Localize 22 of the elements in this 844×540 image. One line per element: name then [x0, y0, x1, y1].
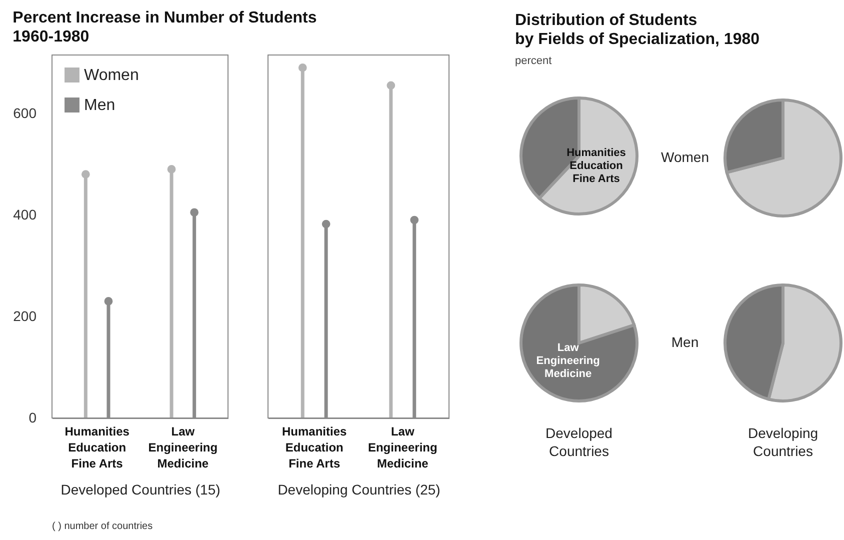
y-tick-label: 400 [13, 206, 37, 222]
y-tick-label: 200 [13, 308, 37, 324]
x-axis-title: Developed Countries (15) [60, 482, 220, 498]
chart-title: Percent Increase in Number of Students 1960-1980 [12, 10, 317, 46]
x-axis-title: Developing Countries (25) [278, 482, 440, 498]
chart-title: Distribution of Students by Fields of Specialization, 1980 [515, 12, 760, 48]
y-tick-label: 0 [28, 410, 37, 426]
x-tick-label: Law Engineering Medicine [368, 424, 438, 470]
chart-subtitle: percent [515, 55, 552, 67]
slice-label: Humanities Education Fine Arts [566, 146, 626, 185]
text: Developed Countries [546, 425, 612, 459]
x-tick-label: Humanities Education Fine Arts [64, 424, 130, 470]
x-tick-label: Law Engineering Medicine [148, 424, 218, 470]
y-tick-label: 600 [13, 104, 37, 121]
legend-label: Women [84, 67, 139, 84]
legend-label: Men [84, 97, 116, 114]
text: ( ) number of countries [52, 521, 153, 532]
text: Women [661, 149, 709, 165]
x-tick-label: Humanities Education Fine Arts [282, 424, 348, 470]
slice-label: Law Engineering Medicine [536, 342, 600, 380]
text: Developing Countries [748, 425, 818, 459]
text: Men [671, 334, 699, 350]
